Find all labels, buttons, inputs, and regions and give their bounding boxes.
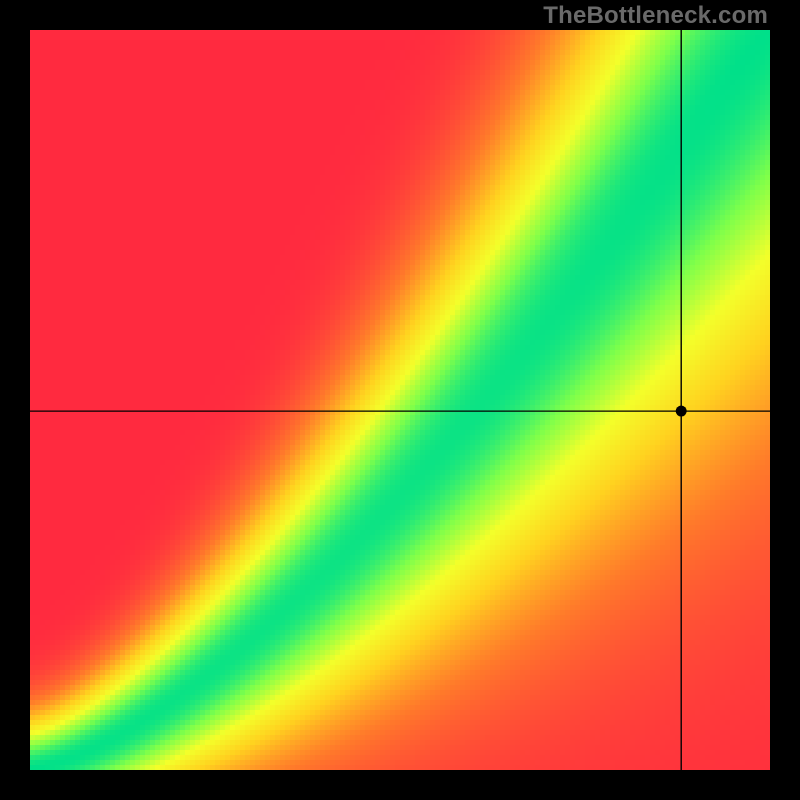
crosshair-overlay	[30, 30, 770, 770]
watermark-text: TheBottleneck.com	[543, 2, 768, 30]
outer-frame: TheBottleneck.com	[0, 0, 800, 800]
plot-area	[30, 30, 770, 770]
